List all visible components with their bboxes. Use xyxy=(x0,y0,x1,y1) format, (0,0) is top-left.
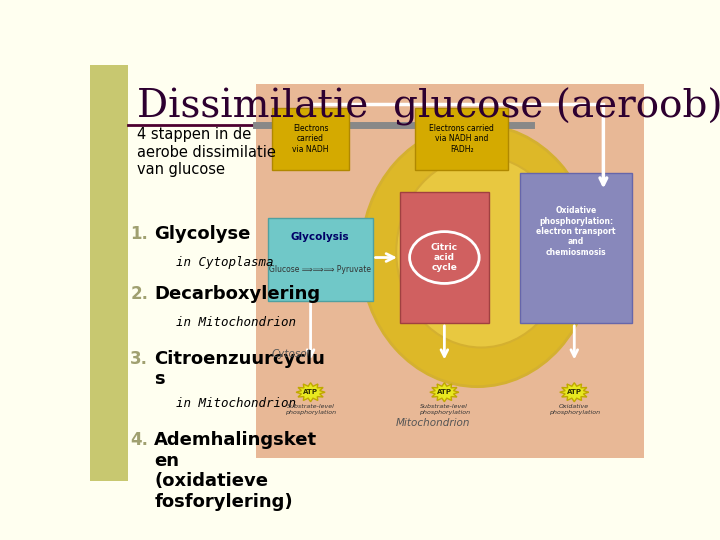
Text: Glycolysis: Glycolysis xyxy=(291,232,350,242)
Bar xyxy=(256,84,644,458)
Text: Citric
acid
cycle: Citric acid cycle xyxy=(431,242,458,272)
Bar xyxy=(90,65,128,481)
Text: in Mitochondrion: in Mitochondrion xyxy=(176,397,297,410)
Text: Decarboxylering: Decarboxylering xyxy=(154,285,320,303)
Bar xyxy=(520,173,632,323)
Bar xyxy=(415,108,508,170)
Bar xyxy=(268,218,373,301)
Polygon shape xyxy=(559,383,589,402)
Text: Ademhalingsket
en
(oxidatieve
fosforylering): Ademhalingsket en (oxidatieve fosforyler… xyxy=(154,431,318,511)
Text: Cytosol: Cytosol xyxy=(271,349,310,359)
Text: 1.: 1. xyxy=(130,225,148,243)
Text: Glucose ⟹⟹⟹ Pyruvate: Glucose ⟹⟹⟹ Pyruvate xyxy=(269,265,372,274)
Text: 2.: 2. xyxy=(130,285,148,303)
Text: in Mitochondrion: in Mitochondrion xyxy=(176,316,297,329)
Ellipse shape xyxy=(396,156,566,348)
Text: Dissimilatie  glucose (aeroob): Dissimilatie glucose (aeroob) xyxy=(138,87,720,126)
Text: Substrate-level
phosphorylation: Substrate-level phosphorylation xyxy=(285,404,336,415)
Text: 4.: 4. xyxy=(130,431,148,449)
Ellipse shape xyxy=(361,125,594,387)
Polygon shape xyxy=(296,383,325,402)
Text: 3.: 3. xyxy=(130,349,148,368)
Text: Glycolyse: Glycolyse xyxy=(154,225,251,243)
Text: Citroenzuurcyclu
s: Citroenzuurcyclu s xyxy=(154,349,325,388)
Text: Electrons carried
via NADH and
FADH₂: Electrons carried via NADH and FADH₂ xyxy=(429,124,494,153)
Text: Substrate-level
phosphorylation: Substrate-level phosphorylation xyxy=(419,404,470,415)
Text: 4 stappen in de
aerobe dissimilatie
van glucose: 4 stappen in de aerobe dissimilatie van … xyxy=(138,127,276,177)
Text: ATP: ATP xyxy=(567,389,582,395)
Text: ATP: ATP xyxy=(303,389,318,395)
Text: Oxidative
phosphorylation:
electron transport
and
chemiosmosis: Oxidative phosphorylation: electron tran… xyxy=(536,206,616,257)
Bar xyxy=(400,192,489,323)
Polygon shape xyxy=(430,383,459,402)
Text: Mitochondrion: Mitochondrion xyxy=(396,418,470,428)
Text: in Cytoplasma: in Cytoplasma xyxy=(176,256,274,269)
Text: ATP: ATP xyxy=(437,389,452,395)
Bar xyxy=(271,108,349,170)
Text: Oxidative
phosphorylation: Oxidative phosphorylation xyxy=(549,404,600,415)
Text: Electrons
carried
via NADH: Electrons carried via NADH xyxy=(292,124,329,153)
